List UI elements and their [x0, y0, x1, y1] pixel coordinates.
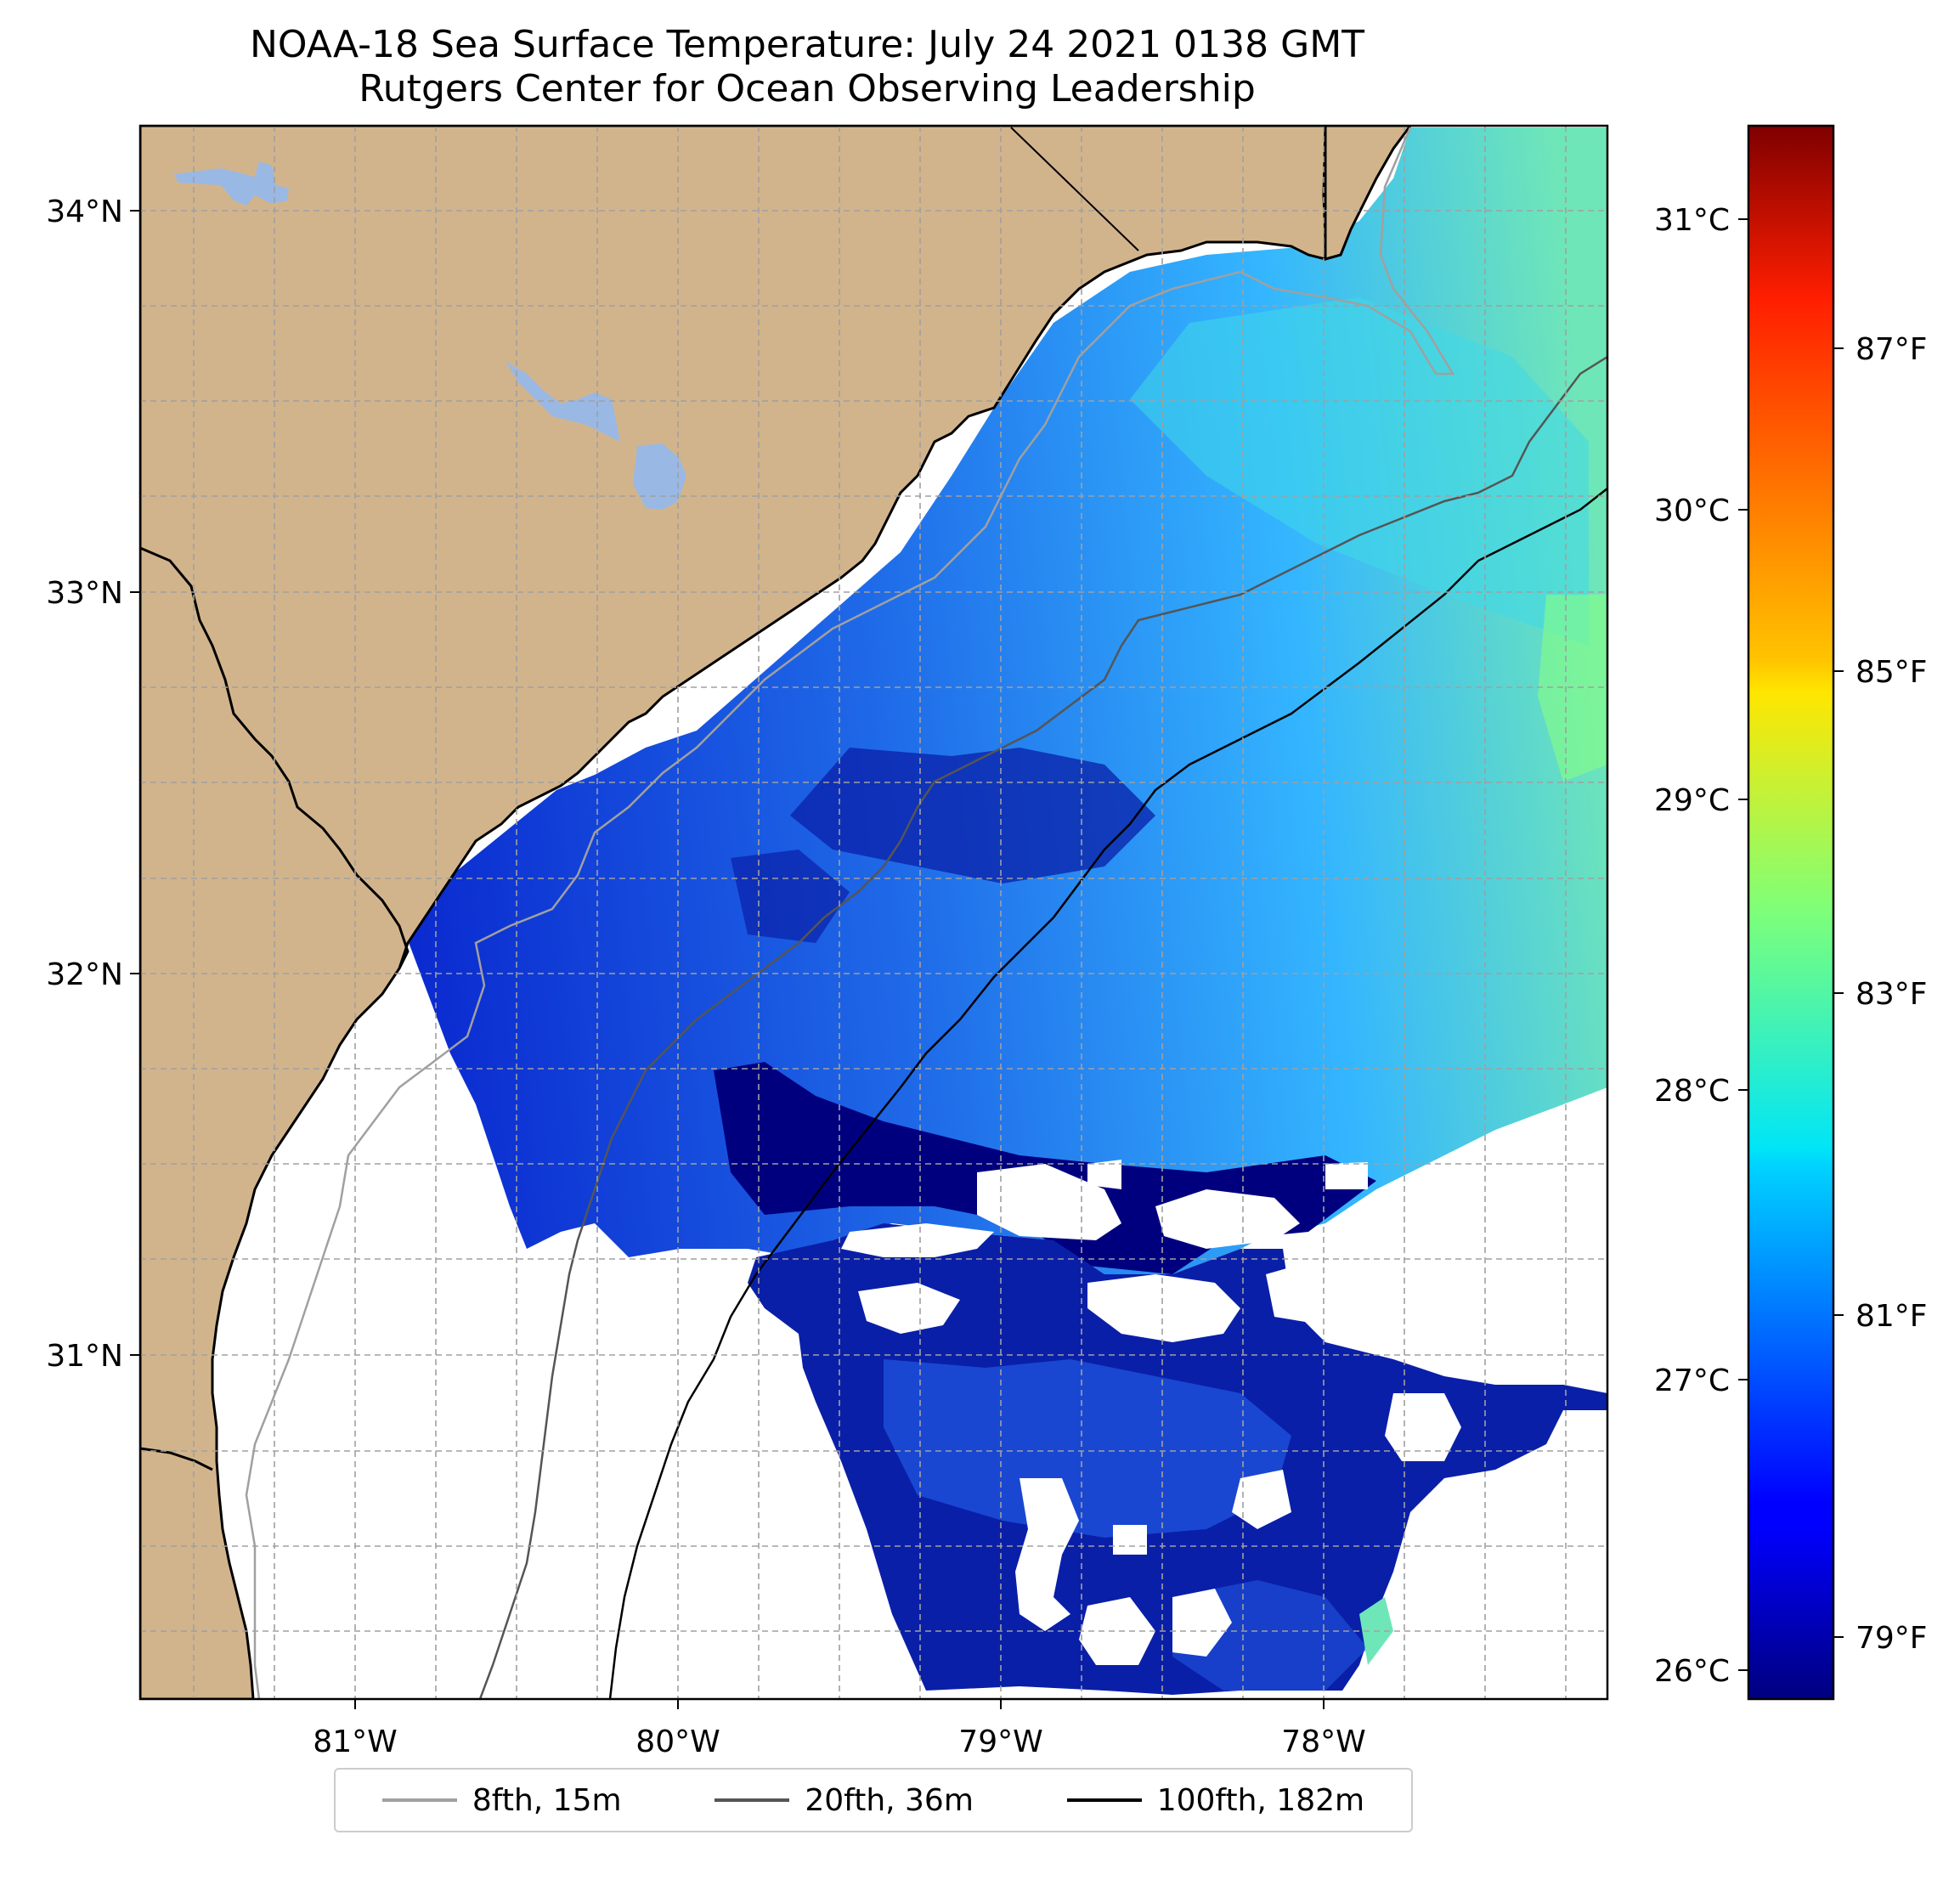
colorbar — [1747, 124, 1835, 1701]
legend-swatch — [715, 1798, 790, 1802]
lon-label: 81°W — [313, 1725, 397, 1759]
graticule — [140, 126, 1607, 1699]
map-frame — [138, 124, 1609, 1701]
lakes — [174, 161, 686, 510]
legend-label: 20fth, 36m — [805, 1782, 974, 1818]
colorbar-fahrenheit-label: 85°F — [1856, 655, 1928, 690]
legend-label: 8fth, 15m — [472, 1782, 622, 1818]
sst-cool-patch — [790, 748, 1155, 884]
legend-swatch — [1066, 1798, 1142, 1802]
sst-swath-south-patch — [884, 1359, 1291, 1538]
state-border — [140, 546, 410, 969]
colorbar-celsius-ticks — [1738, 218, 1748, 1671]
isobath-legend: 8fth, 15m 20fth, 36m 100fth, 182m — [334, 1768, 1413, 1832]
colorbar-fahrenheit-label: 87°F — [1856, 332, 1928, 367]
land — [140, 126, 1341, 1699]
land — [1324, 126, 1412, 261]
legend-label: 100fth, 182m — [1156, 1782, 1365, 1818]
colorbar-fahrenheit-label: 83°F — [1856, 977, 1928, 1012]
isobath-20fth — [478, 355, 1607, 1699]
lat-label: 32°N — [46, 957, 123, 992]
lat-label: 33°N — [46, 576, 123, 611]
colorbar-celsius-label: 31°C — [1654, 203, 1730, 238]
sst-warm-patch — [1538, 595, 1607, 782]
lon-label: 78°W — [1281, 1725, 1365, 1759]
colorbar-fahrenheit-label: 79°F — [1856, 1621, 1928, 1656]
legend-entry-20fth: 20fth, 36m — [715, 1783, 974, 1818]
legend-entry-8fth: 8fth, 15m — [381, 1782, 622, 1818]
colorbar-celsius-label: 28°C — [1654, 1074, 1730, 1109]
lat-label: 31°N — [46, 1339, 123, 1374]
colorbar-celsius-label: 27°C — [1654, 1363, 1730, 1398]
legend-swatch — [381, 1798, 457, 1802]
cloud-mask — [841, 1160, 1461, 1665]
isobath-8fth — [245, 127, 1455, 1699]
axis-ticks — [130, 210, 1325, 1709]
chart-subtitle: Rutgers Center for Ocean Observing Leade… — [359, 67, 1256, 110]
lon-label: 79°W — [958, 1725, 1042, 1759]
sst-warm-patch — [1130, 297, 1589, 646]
colorbar-celsius-label: 26°C — [1654, 1654, 1730, 1689]
isobath-100fth — [608, 488, 1607, 1699]
colorbar-celsius-label: 30°C — [1654, 494, 1730, 528]
legend-entry-100fth: 100fth, 182m — [1066, 1782, 1365, 1818]
map-area — [140, 126, 1607, 1699]
colorbar-fahrenheit-label: 81°F — [1856, 1299, 1928, 1334]
chart-title: NOAA-18 Sea Surface Temperature: July 24… — [249, 23, 1365, 66]
state-border — [1010, 127, 1139, 251]
lon-label: 80°W — [635, 1725, 720, 1759]
colorbar-celsius-label: 29°C — [1654, 783, 1730, 818]
colorbar-fahrenheit-ticks — [1833, 347, 1844, 1638]
sst-cool-patch — [731, 850, 850, 943]
lat-label: 34°N — [46, 195, 123, 229]
